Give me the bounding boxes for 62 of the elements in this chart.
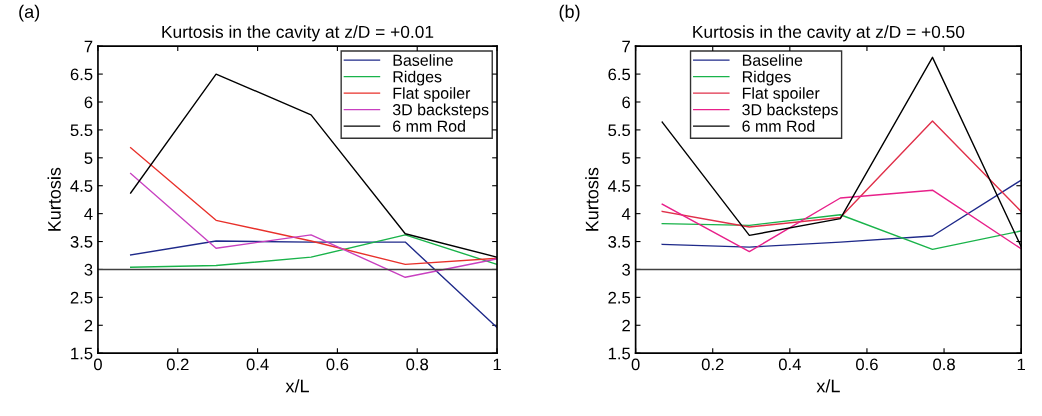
line-series	[661, 179, 1022, 248]
legend-label: Ridges	[742, 70, 791, 86]
y-tick-label: 2.5	[70, 291, 93, 304]
y-tick-label: 3	[84, 263, 93, 276]
y-tick-label: 2	[84, 319, 93, 332]
x-tick-label: 0.6	[326, 358, 349, 371]
line-series	[661, 120, 1022, 228]
y-tick-label: 3.5	[70, 235, 93, 248]
x-tick-label: 0.4	[778, 358, 801, 371]
y-tick-label: 4.5	[70, 180, 93, 192]
y-tick-label: 6	[622, 96, 631, 109]
y-axis-title: Kurtosis	[585, 167, 599, 231]
line-series	[129, 147, 498, 266]
x-tick-label: 0	[93, 358, 102, 371]
x-tick-label: 0	[631, 358, 640, 371]
y-tick-label: 1.5	[71, 347, 93, 360]
text: (a)	[19, 4, 40, 22]
legend-label: Baseline	[393, 54, 453, 66]
x-axis-title: x/L	[816, 379, 840, 393]
legend-label: Baseline	[742, 54, 803, 66]
legend-label: 3D backsteps	[392, 103, 489, 119]
x-tick-label: 0.6	[856, 358, 878, 371]
x-tick-label: 0.8	[933, 358, 955, 371]
x-tick-label: 0.8	[406, 358, 429, 371]
y-tick-label: 3.5	[608, 235, 631, 248]
legend-label: Flat spoiler	[742, 87, 820, 103]
y-tick-label: 6.5	[70, 68, 93, 81]
x-tick-label: 0.4	[246, 358, 269, 371]
y-tick-label: 4	[84, 208, 93, 220]
chart-title: Kurtosis in the cavity at z/D = +0.01	[162, 25, 434, 42]
y-tick-label: 1.5	[608, 347, 631, 360]
x-tick-label: 0.2	[701, 358, 724, 371]
y-tick-label: 7	[84, 40, 93, 53]
legend-label: Flat spoiler	[393, 87, 471, 103]
chart-title: Kurtosis in the cavity at z/D = +0.50	[693, 25, 965, 42]
x-axis-title: x/L	[285, 379, 309, 393]
y-tick-label: 2	[622, 319, 630, 332]
line-series	[129, 240, 498, 329]
y-tick-label: 6.5	[608, 68, 631, 81]
y-tick-label: 5.5	[608, 124, 631, 137]
x-tick-label: 1	[493, 358, 501, 371]
y-tick-label: 6	[84, 96, 93, 109]
legend-label: 6 mm Rod	[742, 120, 815, 132]
y-axis-title: Kurtosis	[47, 167, 61, 231]
y-tick-label: 4	[621, 208, 631, 220]
legend-label: 6 mm Rod	[393, 120, 465, 132]
line-series	[661, 189, 1022, 253]
legend-label: 3D backsteps	[742, 103, 838, 119]
line-series	[129, 234, 498, 268]
y-tick-label: 3	[622, 263, 631, 276]
y-tick-label: 5	[622, 152, 631, 165]
x-tick-label: 1	[1017, 358, 1025, 371]
line-series	[661, 214, 1022, 251]
legend-label: Ridges	[393, 70, 442, 86]
y-tick-label: 2.5	[608, 291, 631, 304]
y-tick-label: 7	[622, 40, 630, 53]
y-tick-label: 5.5	[70, 124, 93, 137]
x-tick-label: 0.2	[166, 358, 189, 371]
text: (b)	[559, 4, 580, 22]
y-tick-label: 4.5	[607, 180, 631, 192]
line-series	[129, 172, 498, 278]
y-tick-label: 5	[84, 152, 93, 165]
